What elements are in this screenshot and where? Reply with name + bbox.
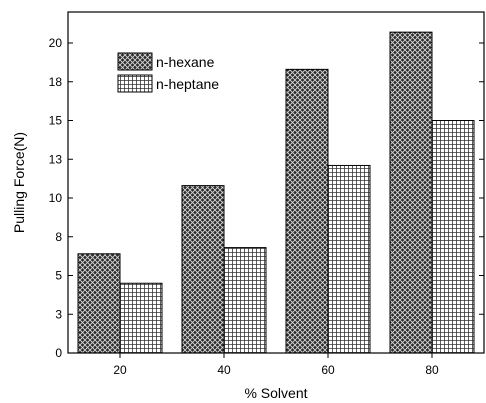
y-tick-label: 13	[49, 152, 63, 166]
legend-label-n-hexane: n-hexane	[156, 54, 215, 70]
y-axis-title: Pulling Force(N)	[11, 132, 27, 233]
legend-label-n-heptane: n-heptane	[156, 76, 219, 92]
bar-n-heptane-40	[223, 247, 267, 354]
y-tick-label: 18	[49, 75, 63, 89]
bar-n-heptane-20	[119, 282, 163, 354]
legend: n-hexane n-heptane	[117, 52, 219, 93]
bar-n-heptane-80	[431, 120, 475, 354]
x-tick-label: 80	[425, 363, 439, 377]
bars-group	[77, 31, 475, 354]
bar-n-hexane-60	[285, 68, 329, 354]
x-axis-ticks: 20 40 60 80	[113, 353, 439, 377]
y-tick-label: 3	[55, 307, 62, 321]
x-tick-label: 40	[217, 363, 231, 377]
y-tick-label: 0	[55, 346, 62, 360]
y-tick-label: 5	[55, 269, 62, 283]
y-tick-label: 20	[49, 36, 63, 50]
y-tick-label: 8	[55, 230, 62, 244]
x-axis-title: % Solvent	[244, 385, 307, 401]
legend-swatch-n-heptane	[117, 74, 153, 93]
bar-n-hexane-20	[77, 253, 121, 354]
y-tick-label: 10	[49, 191, 63, 205]
x-tick-label: 20	[113, 363, 127, 377]
bar-n-hexane-80	[389, 31, 433, 354]
x-tick-label: 60	[321, 363, 335, 377]
bar-n-hexane-40	[181, 185, 225, 354]
plot-frame	[67, 11, 485, 354]
y-tick-label: 15	[49, 114, 63, 128]
y-axis-ticks: 0 3 5 8 10 13 15 18 20	[49, 36, 484, 360]
legend-swatch-n-hexane	[117, 52, 153, 71]
bar-n-heptane-60	[327, 164, 371, 354]
